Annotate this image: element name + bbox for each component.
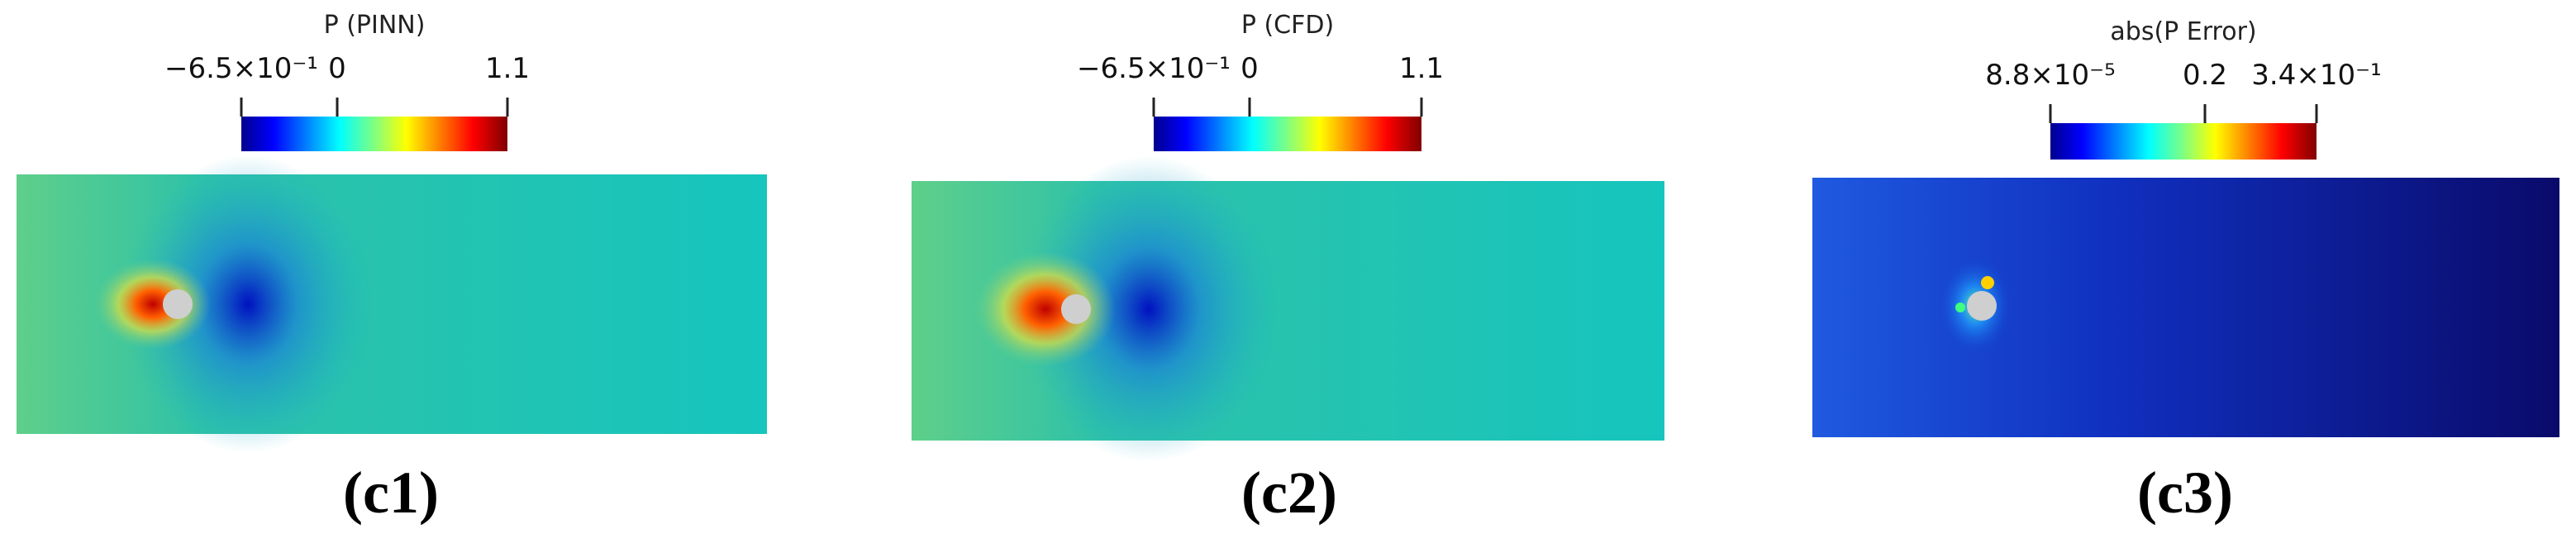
panel-label: (c3) [2137, 460, 2233, 526]
low-pressure-region [1021, 156, 1277, 462]
panel: abs(P Error) 8.8×10⁻⁵ 0.2 3.4×10⁻¹ (c3) [1812, 17, 2559, 526]
colorbar-tick-label: 8.8×10⁻⁵ [1985, 59, 2115, 92]
error-hotspot [1981, 276, 1994, 289]
low-pressure-region [124, 155, 372, 453]
colorbar-title: P (CFD) [1241, 11, 1334, 40]
colorbar-tick-label: 0 [328, 52, 346, 85]
high-pressure-region [975, 251, 1116, 367]
colorbar [2050, 123, 2316, 160]
colorbar-tick-label: −6.5×10⁻¹ [1077, 52, 1231, 85]
panel: P (CFD) −6.5×10⁻¹ 0 1.1 (c2) [912, 11, 1664, 526]
colorbar-title: P (PINN) [324, 11, 426, 40]
cylinder [163, 289, 193, 319]
colorbar [241, 117, 507, 151]
colorbar-tick-label: 1.1 [485, 52, 530, 85]
colorbar-tick-label: −6.5×10⁻¹ [164, 52, 318, 85]
cylinder [1061, 294, 1091, 324]
panel-label: (c1) [343, 460, 439, 526]
cylinder [1967, 291, 1997, 321]
panel-label: (c2) [1241, 460, 1337, 526]
error-hotspot [1955, 303, 1965, 312]
colorbar-tick-label: 0.2 [2183, 59, 2227, 92]
colorbar-tick-label: 3.4×10⁻¹ [2251, 59, 2381, 92]
colorbar [1154, 117, 1421, 151]
colorbar-tick-label: 1.1 [1399, 52, 1444, 85]
high-pressure-region [95, 259, 211, 350]
panel: P (PINN) −6.5×10⁻¹ 0 1.1 (c1) [17, 11, 767, 526]
colorbar-title: abs(P Error) [2110, 17, 2256, 46]
colorbar-tick-label: 0 [1240, 52, 1259, 85]
field [1812, 178, 2559, 437]
